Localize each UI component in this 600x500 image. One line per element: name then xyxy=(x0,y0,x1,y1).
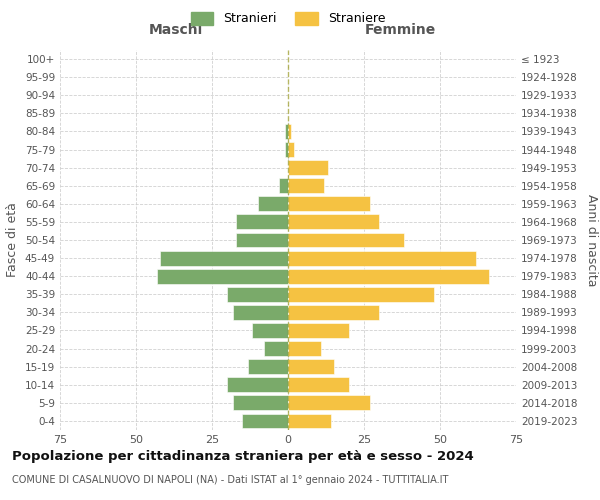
Bar xyxy=(288,341,322,356)
Bar xyxy=(157,269,288,283)
Bar xyxy=(233,305,288,320)
Bar xyxy=(236,232,288,248)
Y-axis label: Anni di nascita: Anni di nascita xyxy=(584,194,598,286)
Bar xyxy=(279,178,288,193)
Bar xyxy=(288,414,331,428)
Text: Maschi: Maschi xyxy=(148,24,203,38)
Bar xyxy=(233,396,288,410)
Text: Femmine: Femmine xyxy=(365,24,436,38)
Bar xyxy=(248,359,288,374)
Bar xyxy=(288,250,476,266)
Legend: Stranieri, Straniere: Stranieri, Straniere xyxy=(185,7,391,30)
Y-axis label: Fasce di età: Fasce di età xyxy=(7,202,19,278)
Bar xyxy=(263,341,288,356)
Bar xyxy=(288,323,349,338)
Bar xyxy=(288,305,379,320)
Bar xyxy=(288,232,404,248)
Bar xyxy=(288,160,328,175)
Bar xyxy=(288,378,349,392)
Bar xyxy=(288,124,291,139)
Bar xyxy=(251,323,288,338)
Bar xyxy=(227,287,288,302)
Bar xyxy=(288,196,370,211)
Bar xyxy=(160,250,288,266)
Bar xyxy=(288,396,370,410)
Bar xyxy=(285,124,288,139)
Bar xyxy=(285,142,288,157)
Bar xyxy=(288,178,325,193)
Bar xyxy=(257,196,288,211)
Bar xyxy=(288,359,334,374)
Bar xyxy=(288,142,294,157)
Bar xyxy=(227,378,288,392)
Bar xyxy=(288,287,434,302)
Bar xyxy=(288,214,379,230)
Text: COMUNE DI CASALNUOVO DI NAPOLI (NA) - Dati ISTAT al 1° gennaio 2024 - TUTTITALIA: COMUNE DI CASALNUOVO DI NAPOLI (NA) - Da… xyxy=(12,475,448,485)
Text: Popolazione per cittadinanza straniera per età e sesso - 2024: Popolazione per cittadinanza straniera p… xyxy=(12,450,474,463)
Bar xyxy=(236,214,288,230)
Bar xyxy=(242,414,288,428)
Bar xyxy=(288,269,488,283)
